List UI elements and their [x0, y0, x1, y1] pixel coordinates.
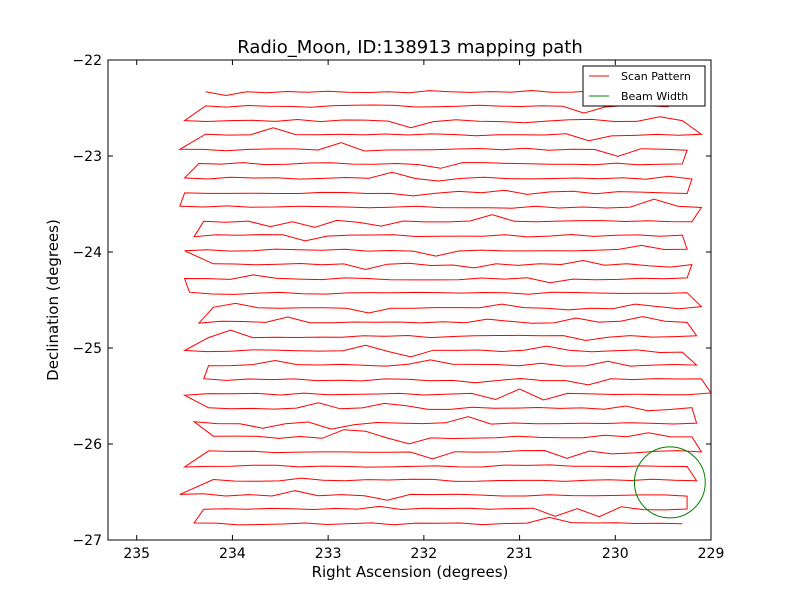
- y-axis-label: Declination (degrees): [44, 219, 62, 381]
- legend: Scan Pattern Beam Width: [582, 65, 706, 107]
- tick-layer: 235 234 233 232 231 230 229 −22 −23 −24 −25 −26 −27: [72, 53, 724, 562]
- beam-width-layer: [633, 446, 706, 519]
- plot-background: [108, 60, 711, 540]
- beam-width-circle: [633, 446, 706, 519]
- scan-pattern-layer: [177, 84, 712, 526]
- x-axis-label: Right Ascension (degrees): [312, 563, 509, 581]
- chart-title: Radio_Moon, ID:138913 mapping path: [237, 37, 583, 58]
- legend-beam-label: Beam Width: [621, 90, 688, 103]
- x-tick-label: 233: [315, 546, 342, 562]
- x-tick-label: 234: [219, 546, 246, 562]
- y-tick-label: −26: [72, 437, 102, 453]
- legend-scan-label: Scan Pattern: [621, 70, 691, 83]
- plot-frame: [107, 59, 712, 541]
- x-tick-label: 229: [698, 546, 725, 562]
- y-tick-label: −24: [72, 245, 102, 261]
- x-tick-label: 231: [506, 546, 533, 562]
- legend-box: [582, 65, 706, 107]
- x-tick-label: 232: [410, 546, 437, 562]
- y-tick-label: −23: [72, 149, 102, 165]
- y-tick-label: −27: [72, 533, 102, 549]
- x-tick-label: 235: [123, 546, 150, 562]
- scan-pattern-line: [177, 84, 712, 526]
- y-tick-label: −25: [72, 341, 102, 357]
- y-tick-label: −22: [72, 53, 102, 69]
- x-tick-label: 230: [602, 546, 629, 562]
- plot-area: 235 234 233 232 231 230 229 −22 −23 −24 −25 −26 −27: [72, 53, 724, 562]
